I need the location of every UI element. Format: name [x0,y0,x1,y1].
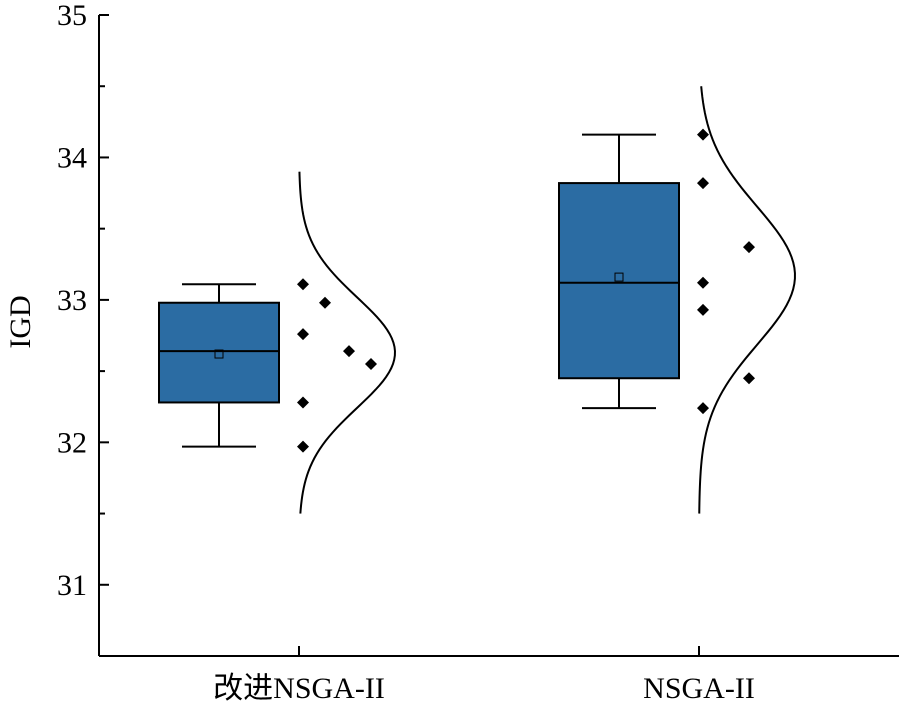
y-tick-label: 33 [57,284,87,317]
distribution-curve [298,171,396,514]
y-tick-label: 34 [57,141,87,174]
data-point [697,402,709,415]
box [158,301,280,404]
plot-area [158,86,796,514]
distribution-curve [698,86,796,514]
mean-marker [214,349,224,359]
y-axis-title: IGD [4,295,37,348]
data-point [697,276,709,289]
y-tick-label: 32 [57,426,87,459]
x-category-label: NSGA-II [643,672,755,705]
x-axis: 改进NSGA-II NSGA-II [99,646,899,705]
data-point [297,278,309,291]
data-point [297,396,309,409]
x-category-label: 改进NSGA-II [213,672,385,705]
data-point [343,345,355,358]
data-point [297,328,309,341]
data-point [297,440,309,453]
box-group-1 [158,171,396,514]
data-point [697,303,709,316]
data-point [697,128,709,141]
data-point [319,296,331,309]
y-tick-label: 31 [57,569,87,602]
y-tick-label: 35 [57,0,87,32]
data-point [365,357,377,370]
box-group-2 [558,86,796,514]
data-point [743,241,755,254]
data-point [697,177,709,190]
data-point [743,372,755,385]
y-axis: 31 32 33 34 35 [57,0,109,657]
mean-marker [614,272,624,282]
